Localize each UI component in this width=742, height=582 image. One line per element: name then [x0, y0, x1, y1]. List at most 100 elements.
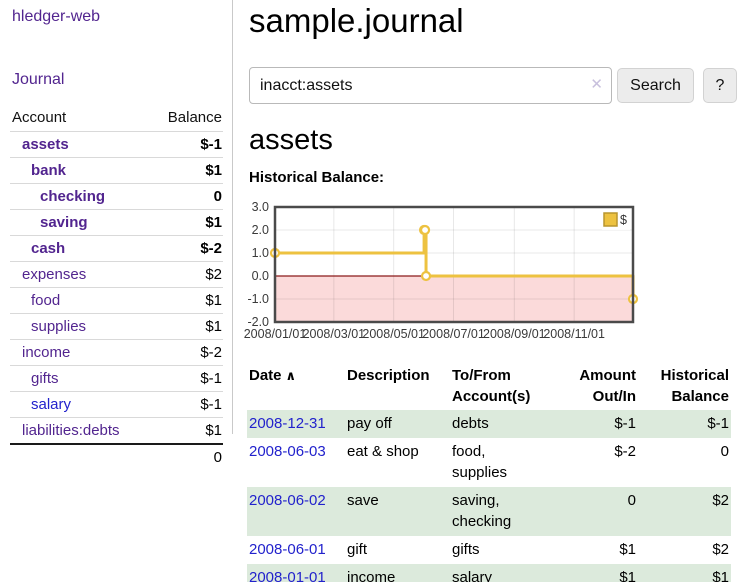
x-axis-tick-label: 2008/07/01	[422, 327, 485, 341]
account-row: bank $1	[10, 157, 223, 184]
y-axis-tick-label: -1.0	[247, 292, 269, 306]
account-row: saving $1	[10, 209, 223, 236]
account-balance: 0	[149, 183, 223, 210]
sidebar-account-link-gifts[interactable]: gifts	[31, 370, 59, 387]
register-header-description: Description	[347, 367, 430, 384]
transaction-description: save	[345, 487, 450, 536]
account-row: salary $-1	[10, 391, 223, 418]
transaction-date-link[interactable]: 2008-01-01	[249, 569, 326, 582]
transaction-balance: $-1	[638, 410, 731, 438]
sidebar-account-link-income[interactable]: income	[22, 344, 71, 361]
accounts-total-row: 0	[10, 443, 223, 470]
search-input[interactable]	[249, 67, 612, 104]
account-row: gifts $-1	[10, 365, 223, 392]
transaction-description: gift	[347, 541, 368, 558]
account-row: liabilities:debts $1	[10, 417, 223, 444]
account-balance: $1	[149, 313, 223, 340]
sidebar-account-link-bank[interactable]: bank	[31, 162, 67, 179]
sort-asc-icon[interactable]: ∧	[285, 368, 297, 383]
account-balance: $1	[149, 157, 223, 184]
transaction-description: eat & shop	[347, 443, 419, 460]
data-point-marker	[420, 270, 432, 282]
sidebar-account-link-food[interactable]: food	[31, 292, 61, 309]
historical-balance-chart[interactable]: 3.0 2.0 1.0 0.0 -1.0 -2.02008/01/012008/03/01…	[240, 198, 740, 348]
transaction-accounts: saving, checking	[450, 487, 550, 536]
y-axis-tick-label: -2.0	[247, 315, 269, 329]
accounts-table-header-balance: Balance	[167, 109, 222, 126]
account-balance: $2	[149, 261, 223, 288]
search-button[interactable]: Search	[617, 68, 694, 103]
register-row: 2008-06-02 save saving, checking 0 $2	[247, 487, 731, 536]
transaction-description: income	[345, 564, 450, 582]
sidebar-account-link-cash[interactable]: cash	[31, 240, 66, 257]
sidebar-account-link-saving[interactable]: saving	[40, 214, 88, 231]
transaction-balance: $2	[638, 487, 731, 536]
sidebar: hledger-web Journal Account Balance asse…	[0, 0, 233, 470]
transaction-balance: $1	[638, 564, 731, 582]
account-row: income $-2	[10, 339, 223, 366]
account-balance: $-2	[149, 339, 223, 366]
transaction-amount: $-2	[614, 443, 636, 460]
search-input-wrap: ✕	[249, 67, 612, 104]
legend-label: $	[620, 213, 627, 227]
transaction-amount: $1	[550, 564, 638, 582]
transaction-amount: $1	[619, 541, 636, 558]
transaction-date-link[interactable]: 2008-06-03	[249, 443, 326, 460]
x-axis-tick-label: 2008/05/01	[362, 327, 425, 341]
y-axis-tick-label: 1.0	[252, 246, 269, 260]
register-row: 2008-12-31 pay off debts $-1 $-1	[247, 410, 731, 438]
transaction-amount: 0	[550, 487, 638, 536]
account-row: checking 0	[10, 183, 223, 210]
app-title-link[interactable]: hledger-web	[12, 8, 101, 25]
account-heading: assets	[249, 124, 333, 156]
y-axis-tick-label: 0.0	[252, 269, 269, 283]
sidebar-account-link-expenses[interactable]: expenses	[22, 266, 87, 283]
sidebar-account-link-liabilities-debts[interactable]: liabilities:debts	[22, 422, 120, 439]
help-button[interactable]: ?	[703, 68, 737, 103]
register-row: 2008-06-01 gift gifts $1 $2	[247, 536, 731, 564]
y-axis-tick-label: 2.0	[252, 223, 269, 237]
account-balance: $1	[149, 209, 223, 236]
x-axis-tick-label: 2008/09/01	[483, 327, 546, 341]
account-row: cash $-2	[10, 235, 223, 262]
register-row: 2008-01-01 income salary $1 $1	[247, 564, 731, 582]
account-balance: $-1	[149, 131, 223, 158]
register-header-date[interactable]: Date ∧	[249, 367, 297, 384]
register-table: Date ∧ Description To/From Account(s) Amount…	[247, 362, 731, 582]
transaction-date-link[interactable]: 2008-06-01	[249, 541, 326, 558]
transaction-accounts: food, supplies	[452, 443, 508, 481]
plot-border	[273, 205, 635, 324]
transaction-description: pay off	[345, 410, 450, 438]
register-header-to-from-account-s-: To/From Account(s)	[452, 367, 531, 405]
transaction-date-link[interactable]: 2008-06-02	[249, 492, 326, 509]
transaction-accounts: salary	[450, 564, 550, 582]
transaction-balance: $2	[712, 541, 729, 558]
accounts-table: Account Balance assets $-1 bank $1 checking 0…	[10, 105, 223, 470]
y-axis-tick-label: 3.0	[252, 200, 269, 214]
account-balance: $1	[149, 417, 223, 444]
transaction-accounts: gifts	[452, 541, 480, 558]
account-balance: $-2	[149, 235, 223, 262]
account-balance: $1	[149, 287, 223, 314]
sidebar-item-journal[interactable]: Journal	[12, 71, 65, 88]
accounts-table-header-account: Account	[12, 109, 67, 126]
account-row: expenses $2	[10, 261, 223, 288]
sidebar-account-link-assets[interactable]: assets	[22, 136, 69, 153]
transaction-balance: 0	[720, 443, 729, 460]
transaction-accounts: debts	[450, 410, 550, 438]
sidebar-account-link-checking[interactable]: checking	[40, 188, 106, 205]
clear-search-icon[interactable]: ✕	[590, 76, 603, 93]
register-row: 2008-06-03 eat & shop food, supplies $-2 0	[247, 438, 731, 487]
register-header-amount-out-in: Amount Out/In	[579, 367, 636, 405]
account-row: supplies $1	[10, 313, 223, 340]
transaction-amount: $-1	[550, 410, 638, 438]
data-point-marker	[419, 224, 431, 236]
sidebar-account-link-salary[interactable]: salary	[31, 396, 72, 413]
negative-region-fill	[275, 276, 633, 322]
register-header-historical-balance: Historical Balance	[660, 367, 729, 405]
accounts-total-value: 0	[149, 443, 223, 470]
transaction-date-link[interactable]: 2008-12-31	[249, 415, 326, 432]
x-axis-tick-label: 2008/11/01	[543, 327, 605, 341]
sidebar-account-link-supplies[interactable]: supplies	[31, 318, 87, 335]
